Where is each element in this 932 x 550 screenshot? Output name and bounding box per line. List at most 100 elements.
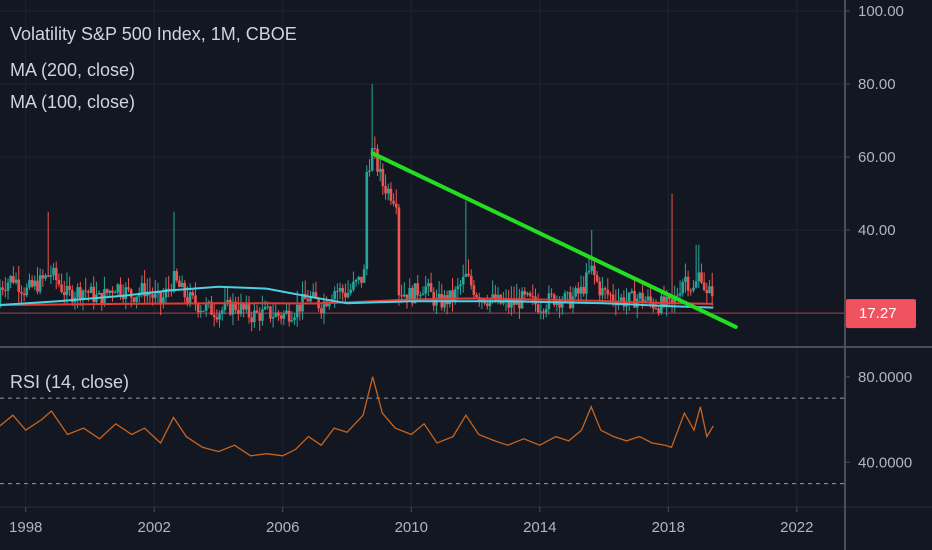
price-axis[interactable]: 100.00 80.00 60.00 40.00 (845, 3, 904, 239)
candle-body (641, 292, 644, 303)
candle-body (226, 299, 229, 302)
candle-body (341, 287, 345, 293)
candle-body (255, 310, 259, 313)
candle-body (421, 293, 425, 296)
candle-body (662, 296, 666, 306)
candle-body (124, 287, 128, 299)
candle-body (277, 312, 280, 316)
candle-body (239, 304, 243, 314)
candle-body (643, 300, 647, 303)
candle-body (12, 276, 15, 283)
candle-body (218, 313, 221, 320)
candle-body (619, 297, 623, 301)
candle-body (461, 276, 465, 285)
candle-body (574, 288, 577, 297)
candle-body (526, 293, 529, 295)
time-axis[interactable]: 1998 2002 2006 2010 2014 2018 2022 (9, 507, 813, 536)
candle-body (108, 290, 112, 293)
candle-body (151, 294, 154, 298)
last-price-label: 17.27 (859, 305, 897, 322)
candle-body (542, 311, 545, 313)
candle-body (453, 289, 457, 301)
candle-body (84, 290, 87, 292)
candle-body (587, 270, 591, 273)
candle-body (354, 280, 358, 282)
rsi-axis[interactable]: 80.0000 40.0000 (845, 369, 912, 471)
candle-body (595, 275, 599, 282)
candle-body (392, 200, 395, 204)
candle-body (140, 283, 144, 293)
candle-body (62, 292, 66, 296)
candle-body (413, 283, 417, 304)
candle-body (220, 310, 224, 314)
time-tick-label: 2010 (395, 519, 428, 536)
candle-body (196, 304, 200, 313)
candle-body (402, 294, 406, 297)
candle-body (14, 279, 18, 283)
time-tick-label: 2022 (780, 519, 813, 536)
candle-body (424, 286, 428, 294)
ma100-line (0, 285, 714, 309)
candle-body (507, 299, 511, 308)
candle-body (582, 286, 585, 294)
candlestick-series (0, 84, 714, 332)
trend-line (370, 151, 738, 329)
chart-title[interactable]: Volatility S&P 500 Index, 1M, CBOE (10, 24, 297, 44)
candle-body (159, 292, 162, 305)
price-tick-label: 60.00 (858, 149, 896, 166)
candle-body (212, 314, 216, 318)
candle-body (593, 265, 596, 276)
candle-body (271, 316, 275, 319)
candle-body (408, 287, 411, 301)
candle-body (411, 287, 414, 304)
candle-body (405, 294, 409, 301)
candle-body (362, 269, 366, 283)
candle-body (670, 299, 674, 303)
candle-body (598, 281, 602, 296)
candle-body (485, 303, 489, 306)
candle-body (381, 168, 385, 187)
candle-body (419, 295, 422, 297)
candle-body (681, 281, 685, 294)
candle-body (638, 292, 642, 299)
candle-body (188, 292, 192, 303)
rsi-legend[interactable]: RSI (14, close) (10, 372, 130, 392)
candle-body (708, 286, 711, 294)
candle-body (429, 283, 433, 293)
candle-body (373, 148, 377, 150)
candle-body (52, 267, 55, 276)
candle-body (223, 301, 227, 311)
candle-body (250, 317, 253, 323)
time-tick-label: 2014 (523, 519, 556, 536)
grid-lines (0, 0, 845, 505)
candle-body (705, 290, 709, 294)
candle-body (676, 295, 679, 297)
candle-body (228, 299, 232, 315)
candle-body (611, 294, 615, 301)
candle-body (370, 148, 374, 171)
candle-body (215, 317, 219, 320)
candle-body (236, 310, 240, 314)
candle-body (180, 282, 184, 288)
candle-body (349, 289, 353, 293)
candle-body (456, 286, 460, 290)
candle-body (135, 296, 138, 302)
candle-body (585, 272, 588, 294)
candle-body (70, 289, 74, 303)
candle-body (518, 298, 521, 309)
candle-body (550, 293, 553, 295)
candle-body (153, 293, 157, 298)
candle-body (389, 188, 393, 201)
candle-body (0, 287, 2, 307)
ma200-legend[interactable]: MA (200, close) (10, 60, 136, 80)
ma100-legend[interactable]: MA (100, close) (10, 92, 136, 112)
candle-body (472, 285, 476, 295)
candle-body (253, 310, 256, 323)
candle-body (92, 286, 96, 302)
candle-body (287, 310, 291, 322)
candle-body (295, 304, 299, 318)
candle-body (269, 306, 272, 319)
candle-body (172, 271, 176, 292)
candle-body (603, 288, 607, 290)
